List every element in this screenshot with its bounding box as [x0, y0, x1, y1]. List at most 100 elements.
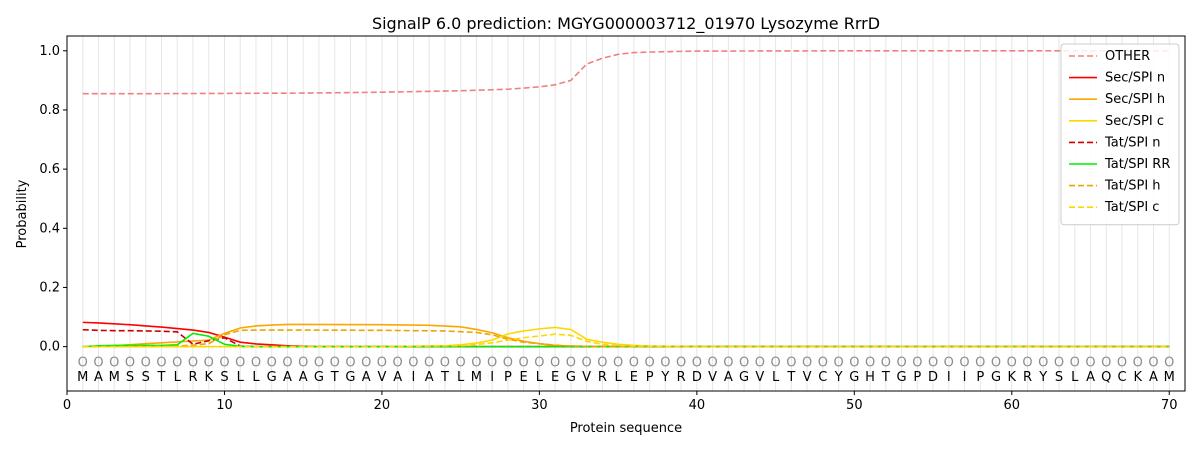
sequence-marker: O	[156, 355, 166, 370]
sequence-marker: O	[235, 355, 245, 370]
legend-box	[1060, 43, 1180, 226]
sequence-marker: O	[723, 355, 733, 370]
sequence-marker: O	[141, 355, 151, 370]
residue-letter: T	[440, 370, 449, 385]
residue-letter: G	[566, 370, 576, 385]
residue-letter: A	[1149, 370, 1158, 385]
sequence-marker: O	[534, 355, 544, 370]
sequence-marker: O	[188, 355, 198, 370]
sequence-marker: O	[345, 355, 355, 370]
sequence-marker: O	[818, 355, 828, 370]
residue-letter: G	[267, 370, 277, 385]
sequence-marker: O	[1070, 355, 1080, 370]
sequence-marker: O	[314, 355, 324, 370]
sequence-marker: O	[582, 355, 592, 370]
sequence-marker: O	[692, 355, 702, 370]
legend-entry: Sec/SPI n	[1105, 71, 1165, 86]
y-axis-label: Probability	[15, 179, 30, 248]
residue-letter: Y	[834, 370, 843, 385]
residue-letter: T	[330, 370, 339, 385]
residue-letter: V	[377, 370, 386, 385]
residue-letter: I	[947, 370, 951, 385]
residue-letter: P	[913, 370, 921, 385]
residue-letter: G	[739, 370, 749, 385]
series-line-sec-spi-n	[82, 321, 1170, 348]
x-tick-label: 60	[1004, 398, 1021, 413]
series-line-other	[82, 49, 1170, 95]
residue-letter: G	[849, 370, 859, 385]
residue-letter: L	[536, 370, 544, 385]
sequence-marker: O	[487, 355, 497, 370]
residue-letter: Y	[660, 370, 669, 385]
residue-letter: R	[1023, 370, 1032, 385]
residue-letter: I	[412, 370, 416, 385]
residue-letter: G	[314, 370, 324, 385]
sequence-marker: O	[928, 355, 938, 370]
residue-letter: R	[598, 370, 607, 385]
residue-letter: A	[724, 370, 733, 385]
plot-frame	[66, 35, 1186, 392]
residue-letter: L	[1071, 370, 1079, 385]
residue-letter: A	[94, 370, 103, 385]
residue-letter: S	[126, 370, 134, 385]
sequence-marker: O	[408, 355, 418, 370]
residue-letter: A	[299, 370, 308, 385]
residue-letter: S	[1055, 370, 1063, 385]
sequence-marker: O	[865, 355, 875, 370]
series-line-tat-spi-c	[82, 333, 1170, 348]
legend-entry: Tat/SPI RR	[1104, 157, 1170, 172]
residue-letter: A	[283, 370, 292, 385]
residue-letter: S	[142, 370, 150, 385]
sequence-marker: O	[1148, 355, 1158, 370]
y-tick-label: 0.8	[39, 103, 60, 118]
sequence-marker: O	[739, 355, 749, 370]
sequence-marker: O	[298, 355, 308, 370]
residue-letter: K	[1133, 370, 1142, 385]
sequence-marker: O	[361, 355, 371, 370]
residue-letter: C	[1117, 370, 1126, 385]
x-tick-label: 70	[1161, 398, 1178, 413]
y-tick-label: 0.2	[39, 280, 60, 295]
sequence-marker: O	[471, 355, 481, 370]
sequence-marker: O	[566, 355, 576, 370]
residue-letter: K	[204, 370, 213, 385]
y-tick-label: 0.0	[39, 340, 60, 355]
residue-letter: R	[188, 370, 197, 385]
residue-letter: L	[772, 370, 780, 385]
sequence-marker: O	[770, 355, 780, 370]
x-tick-label: 30	[531, 398, 548, 413]
sequence-marker: O	[707, 355, 717, 370]
sequence-marker: O	[1101, 355, 1111, 370]
sequence-marker: O	[613, 355, 623, 370]
residue-letter: L	[174, 370, 182, 385]
sequence-marker: O	[109, 355, 119, 370]
sequence-marker: O	[629, 355, 639, 370]
grid	[82, 36, 1170, 391]
series-lines	[82, 49, 1170, 348]
legend-entry: Tat/SPI c	[1104, 200, 1159, 215]
y-tick-label: 0.6	[39, 162, 60, 177]
sequence-marker: O	[912, 355, 922, 370]
residue-letter: L	[615, 370, 623, 385]
residue-letter: L	[252, 370, 260, 385]
residue-letter: T	[157, 370, 166, 385]
legend-entry: Tat/SPI n	[1104, 135, 1161, 150]
sequence-marker: O	[125, 355, 135, 370]
sequence-marker: O	[456, 355, 466, 370]
residue-letter: E	[551, 370, 559, 385]
residue-letter: S	[220, 370, 228, 385]
sequence-marker: O	[849, 355, 859, 370]
residue-letter: M	[471, 370, 482, 385]
residue-letter: M	[1164, 370, 1175, 385]
residue-letter: G	[991, 370, 1001, 385]
sequence-marker: O	[440, 355, 450, 370]
series-line-tat-spi-h	[82, 329, 1170, 348]
residue-letter: G	[897, 370, 907, 385]
residue-letter: T	[786, 370, 795, 385]
residue-letter: P	[646, 370, 654, 385]
residue-letter: A	[425, 370, 434, 385]
sequence-marker: O	[78, 355, 88, 370]
sequence-marker: O	[991, 355, 1001, 370]
residue-letter: I	[963, 370, 967, 385]
